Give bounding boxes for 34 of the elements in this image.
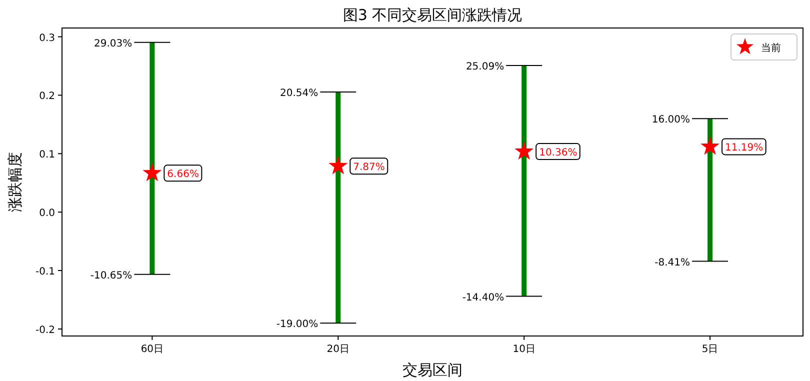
x-tick-label: 60日 [140,344,164,355]
point [514,142,534,160]
y-axis-title: 涨跌幅度 [6,152,24,212]
point [328,156,348,174]
x-tick-label: 20日 [326,344,350,355]
y-tick-label: -0.1 [35,266,55,278]
bar [336,92,341,324]
annotation: -14.40% [462,292,504,304]
annotation: -10.65% [90,270,132,282]
annotation: 20.54% [280,88,318,100]
x-tick-label: 10日 [512,344,536,355]
data-label: 7.87% [353,162,385,174]
annotation: 25.09% [466,61,504,72]
data-label: 10.36% [539,148,578,159]
x-axis-title: 交易区间 [402,361,462,379]
annotation: 16.00% [652,114,690,126]
y-tick-label: 0.2 [39,91,55,102]
legend-label: 当前 [761,42,781,54]
point [142,163,162,182]
y-tick-label: 0.1 [39,150,55,161]
annotation: -8.41% [654,257,690,268]
annotation: 29.03% [94,38,132,50]
y-tick-label: 0.3 [39,32,55,44]
x-tick-label: 5日 [702,344,718,355]
point [700,136,720,155]
annotation: -19.00% [276,319,318,330]
y-tick-label: -0.2 [35,324,55,336]
data-label: 6.66% [167,169,199,180]
chart-title: 图3 不同交易区间涨跌情况 [342,6,522,24]
data-label: 11.19% [725,142,764,154]
y-tick-label: 0.0 [39,208,55,220]
bar [708,118,713,262]
bar [150,42,155,274]
bar [522,65,527,296]
